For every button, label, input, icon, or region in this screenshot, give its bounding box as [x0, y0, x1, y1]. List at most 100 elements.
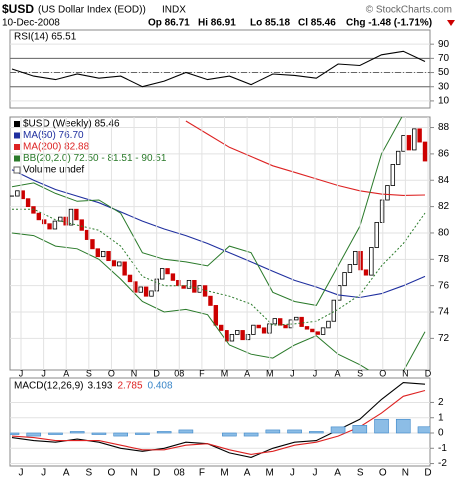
candle [58, 216, 63, 222]
indicator-line [11, 50, 426, 88]
x-tick-label: D [153, 368, 160, 378]
rsi-title: RSI(14) 65.51 [14, 32, 77, 43]
candle [385, 185, 390, 201]
candle [235, 330, 240, 335]
close: Cl 85.46 [298, 18, 336, 29]
x-tick-label: M [220, 468, 228, 479]
y-tick-label: 30 [438, 81, 450, 92]
y-tick-label: 90 [438, 39, 450, 50]
date: 10-Dec-2008 [2, 18, 60, 29]
bollinger-lower [11, 232, 426, 370]
indicator-line [11, 382, 426, 458]
candle [261, 327, 267, 334]
y-tick-label: 88 [438, 122, 450, 133]
histogram-bar [222, 432, 237, 437]
candle [395, 150, 401, 165]
index-name: (US Dollar Index (EOD)) [38, 5, 146, 16]
candle [208, 295, 213, 306]
legend-swatch [14, 121, 20, 127]
candle [417, 128, 422, 143]
x-tick-label: D [153, 468, 160, 479]
histogram-bar [91, 432, 107, 435]
x-tick-label: 08 [174, 368, 184, 378]
x-tick-label: 08 [174, 468, 186, 479]
legend-label: 0.408 [148, 381, 173, 392]
legend-swatch [14, 144, 20, 150]
change: Chg -1.48 (-1.71%) [346, 18, 432, 29]
legend-swatch [14, 132, 20, 139]
y-tick-label: -1 [438, 443, 447, 454]
candle [310, 328, 315, 333]
candle [52, 220, 58, 230]
y-tick-label: 72 [438, 333, 450, 344]
candle [401, 135, 406, 152]
candle [422, 141, 428, 162]
candle [74, 208, 79, 221]
candle [299, 316, 304, 327]
x-tick-label: A [334, 468, 341, 479]
x-tick-label: J [19, 368, 24, 378]
candle [326, 320, 331, 329]
candle [138, 286, 143, 293]
rsi-panel [9, 29, 431, 109]
histogram-bar [69, 431, 85, 434]
candle [277, 318, 283, 326]
y-tick-label: 80 [438, 228, 450, 239]
y-tick-label: 76 [438, 280, 450, 291]
legend-label: 3.193 [87, 381, 112, 392]
x-tick-label: J [41, 468, 46, 479]
candle [111, 260, 117, 267]
histogram-bar [26, 432, 42, 437]
candle [186, 279, 192, 289]
high: Hi 86.91 [198, 18, 236, 29]
candle [106, 251, 111, 262]
histogram-bar [330, 426, 346, 434]
candle [272, 318, 278, 325]
candle [342, 272, 347, 287]
x-tick-label: A [244, 468, 251, 479]
symbol: $USD [2, 2, 34, 16]
candle [245, 334, 251, 341]
candle [283, 324, 288, 329]
histogram-bar [265, 429, 281, 434]
candle [47, 223, 52, 230]
x-tick-label: M [266, 368, 274, 378]
candle [379, 199, 385, 223]
histogram-bar [135, 432, 150, 435]
y-tick-label: 50 [438, 67, 450, 78]
candle [315, 331, 320, 335]
legend-label: 2.785 [118, 381, 143, 392]
candle [159, 268, 165, 280]
price-panel [9, 116, 431, 371]
indicator-line [185, 120, 426, 196]
legend-swatch [13, 166, 21, 174]
y-tick-label: 10 [438, 96, 450, 107]
histogram-bar [309, 431, 324, 434]
legend-label: $USD (Weekly) 85.46 [23, 119, 120, 130]
candle [369, 247, 374, 276]
candle [149, 290, 154, 297]
legend-swatch [14, 155, 20, 162]
x-tick-label: M [221, 368, 229, 378]
x-tick-label: A [335, 368, 341, 378]
candle [353, 251, 358, 265]
down-arrow [447, 20, 455, 26]
candle [229, 334, 235, 342]
x-tick-label: A [244, 368, 250, 378]
x-tick-label: J [19, 468, 24, 479]
bollinger-upper [11, 117, 403, 306]
x-tick-label: S [357, 468, 364, 479]
y-tick-label: 82 [438, 201, 450, 212]
histogram-bar [156, 431, 172, 434]
candle [294, 316, 299, 321]
histogram-bar [243, 432, 259, 437]
candle [117, 261, 122, 267]
y-tick-label: 70 [438, 53, 450, 64]
histogram-bar [417, 426, 430, 434]
bollinger-middle [12, 208, 426, 326]
candle [331, 299, 337, 322]
candle [390, 164, 396, 186]
x-tick-label: D [424, 468, 431, 479]
legend-label: MA(50) 76.70 [23, 130, 84, 141]
exchange: INDX [162, 5, 186, 16]
